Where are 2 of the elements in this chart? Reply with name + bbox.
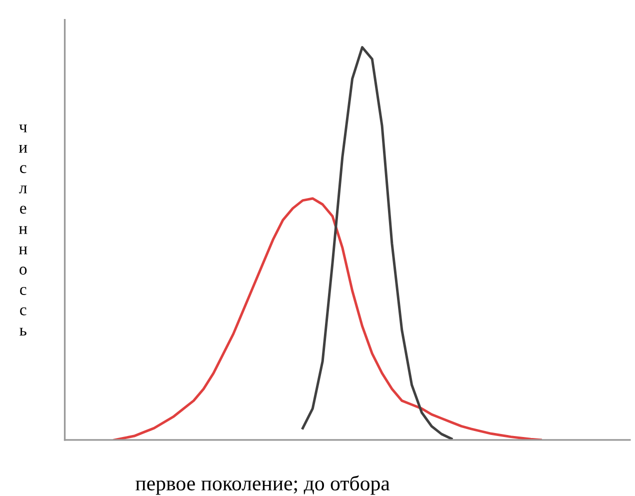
text: численноссь <box>18 124 28 336</box>
x-axis-title: первое поколение; до отбора <box>136 475 390 495</box>
